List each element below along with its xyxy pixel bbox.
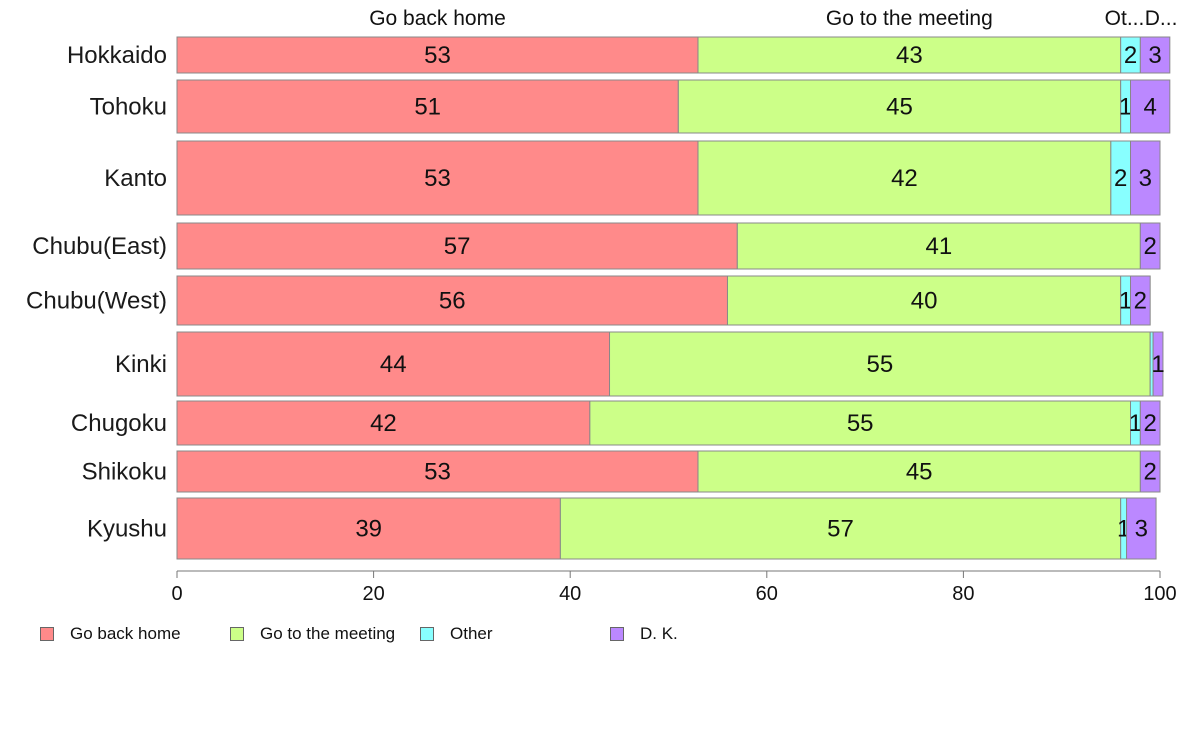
bar-kinki-go-back-home [176,331,611,397]
bar-tohoku-go-back-home [176,79,679,134]
bar-kanto-go-back-home [176,140,699,216]
bar-kinki-go-to-the-meeting [609,331,1151,397]
bar-shikoku-d-k [1139,450,1161,493]
region-label-shikoku: Shikoku [82,459,167,486]
bar-hokkaido-go-back-home [176,36,699,74]
bar-label-chugoku-go-to-the-meeting: 55 [847,410,874,437]
legend-label-go-to-the-meeting: Go to the meeting [260,624,396,643]
bar-label-shikoku-d-k: 2 [1143,459,1156,486]
bar-chubu-west-d-k [1130,275,1151,326]
bar-label-chubu-east-d-k: 2 [1143,233,1156,260]
legend-item-go-to-the-meeting: Go to the meeting [230,624,395,644]
region-label-chubu-east: Chubu(East) [32,233,167,260]
bar-label-tohoku-go-back-home: 51 [414,94,441,121]
x-tick-label-40: 40 [559,583,581,605]
legend-swatch-go-to-the-meeting [230,627,244,641]
region-label-hokkaido: Hokkaido [67,42,167,69]
bar-label-kanto-other: 2 [1114,165,1127,192]
legend-label-dk: D. K. [640,624,678,643]
bar-chubu-west-go-to-the-meeting [726,275,1122,326]
bar-tohoku-d-k [1130,79,1171,134]
bar-chugoku-d-k [1139,400,1161,446]
bar-label-chubu-west-go-back-home: 56 [439,288,466,315]
bar-kanto-go-to-the-meeting [697,140,1112,216]
bar-label-chubu-east-go-back-home: 57 [444,233,471,260]
bar-chugoku-go-to-the-meeting [589,400,1132,446]
bar-label-chugoku-d-k: 2 [1143,410,1156,437]
region-label-chugoku: Chugoku [71,410,167,437]
bar-chubu-east-go-to-the-meeting [736,222,1141,270]
bar-label-chugoku-other: 1 [1129,410,1142,437]
bar-label-kanto-go-to-the-meeting: 42 [891,165,918,192]
x-tick-label-20: 20 [362,583,384,605]
bar-chugoku-go-back-home [176,400,591,446]
bar-label-hokkaido-other: 2 [1124,42,1137,69]
bar-label-kinki-go-to-the-meeting: 55 [866,351,893,378]
region-label-tohoku: Tohoku [90,94,167,121]
bar-label-tohoku-go-to-the-meeting: 45 [886,94,913,121]
bar-shikoku-go-back-home [176,450,699,493]
top-label-3: D... [1145,7,1178,30]
bar-label-hokkaido-go-to-the-meeting: 43 [896,42,923,69]
bar-label-chubu-east-go-to-the-meeting: 41 [925,233,952,260]
bar-label-chubu-west-go-to-the-meeting: 40 [911,288,938,315]
bar-kyushu-d-k [1126,497,1157,560]
bar-label-hokkaido-d-k: 3 [1148,42,1161,69]
legend-item-dk: D. K. [610,624,678,644]
bar-label-hokkaido-go-back-home: 53 [424,42,451,69]
legend-swatch-go-back-home [40,627,54,641]
top-label-0: Go back home [369,7,506,30]
bar-label-kinki-go-back-home: 44 [380,351,407,378]
bar-label-kyushu-d-k: 3 [1135,516,1148,543]
legend-label-other: Other [450,624,493,643]
bar-label-shikoku-go-back-home: 53 [424,459,451,486]
bar-label-kanto-go-back-home: 53 [424,165,451,192]
x-tick-label-80: 80 [952,583,974,605]
bar-kinki-d-k [1152,331,1164,397]
bar-tohoku-go-to-the-meeting [677,79,1122,134]
top-label-1: Go to the meeting [826,7,993,30]
bar-label-chubu-west-other: 1 [1119,288,1132,315]
bar-label-kyushu-go-back-home: 39 [355,516,382,543]
bar-kyushu-go-back-home [176,497,561,560]
bar-label-kinki-d-k: 1 [1151,351,1164,378]
region-label-kinki: Kinki [115,351,167,378]
bar-hokkaido-go-to-the-meeting [697,36,1122,74]
bar-label-tohoku-d-k: 4 [1143,94,1156,121]
bar-hokkaido-d-k [1139,36,1171,74]
top-label-2: Ot... [1105,7,1145,30]
legend-item-other: Other [420,624,493,644]
legend-swatch-dk [610,627,624,641]
bar-shikoku-go-to-the-meeting [697,450,1141,493]
region-label-kyushu: Kyushu [87,516,167,543]
region-label-kanto: Kanto [104,165,167,192]
legend-label-go-back-home: Go back home [70,624,181,643]
bar-label-tohoku-other: 1 [1119,94,1132,121]
x-tick-label-100: 100 [1143,583,1176,605]
bar-label-shikoku-go-to-the-meeting: 45 [906,459,933,486]
bar-chubu-east-go-back-home [176,222,738,270]
legend: Go back home Go to the meeting Other D. … [40,624,1140,646]
legend-swatch-other [420,627,434,641]
bar-label-kyushu-go-to-the-meeting: 57 [827,516,854,543]
bar-label-chubu-west-d-k: 2 [1134,288,1147,315]
x-tick-label-60: 60 [756,583,778,605]
bar-label-kanto-d-k: 3 [1139,165,1152,192]
x-tick-label-0: 0 [171,583,182,605]
legend-item-go-back-home: Go back home [40,624,181,644]
bar-chubu-east-d-k [1139,222,1161,270]
bar-label-chugoku-go-back-home: 42 [370,410,397,437]
bar-kyushu-go-to-the-meeting [559,497,1122,560]
bar-kanto-d-k [1130,140,1161,216]
region-label-chubu-west: Chubu(West) [26,288,167,315]
